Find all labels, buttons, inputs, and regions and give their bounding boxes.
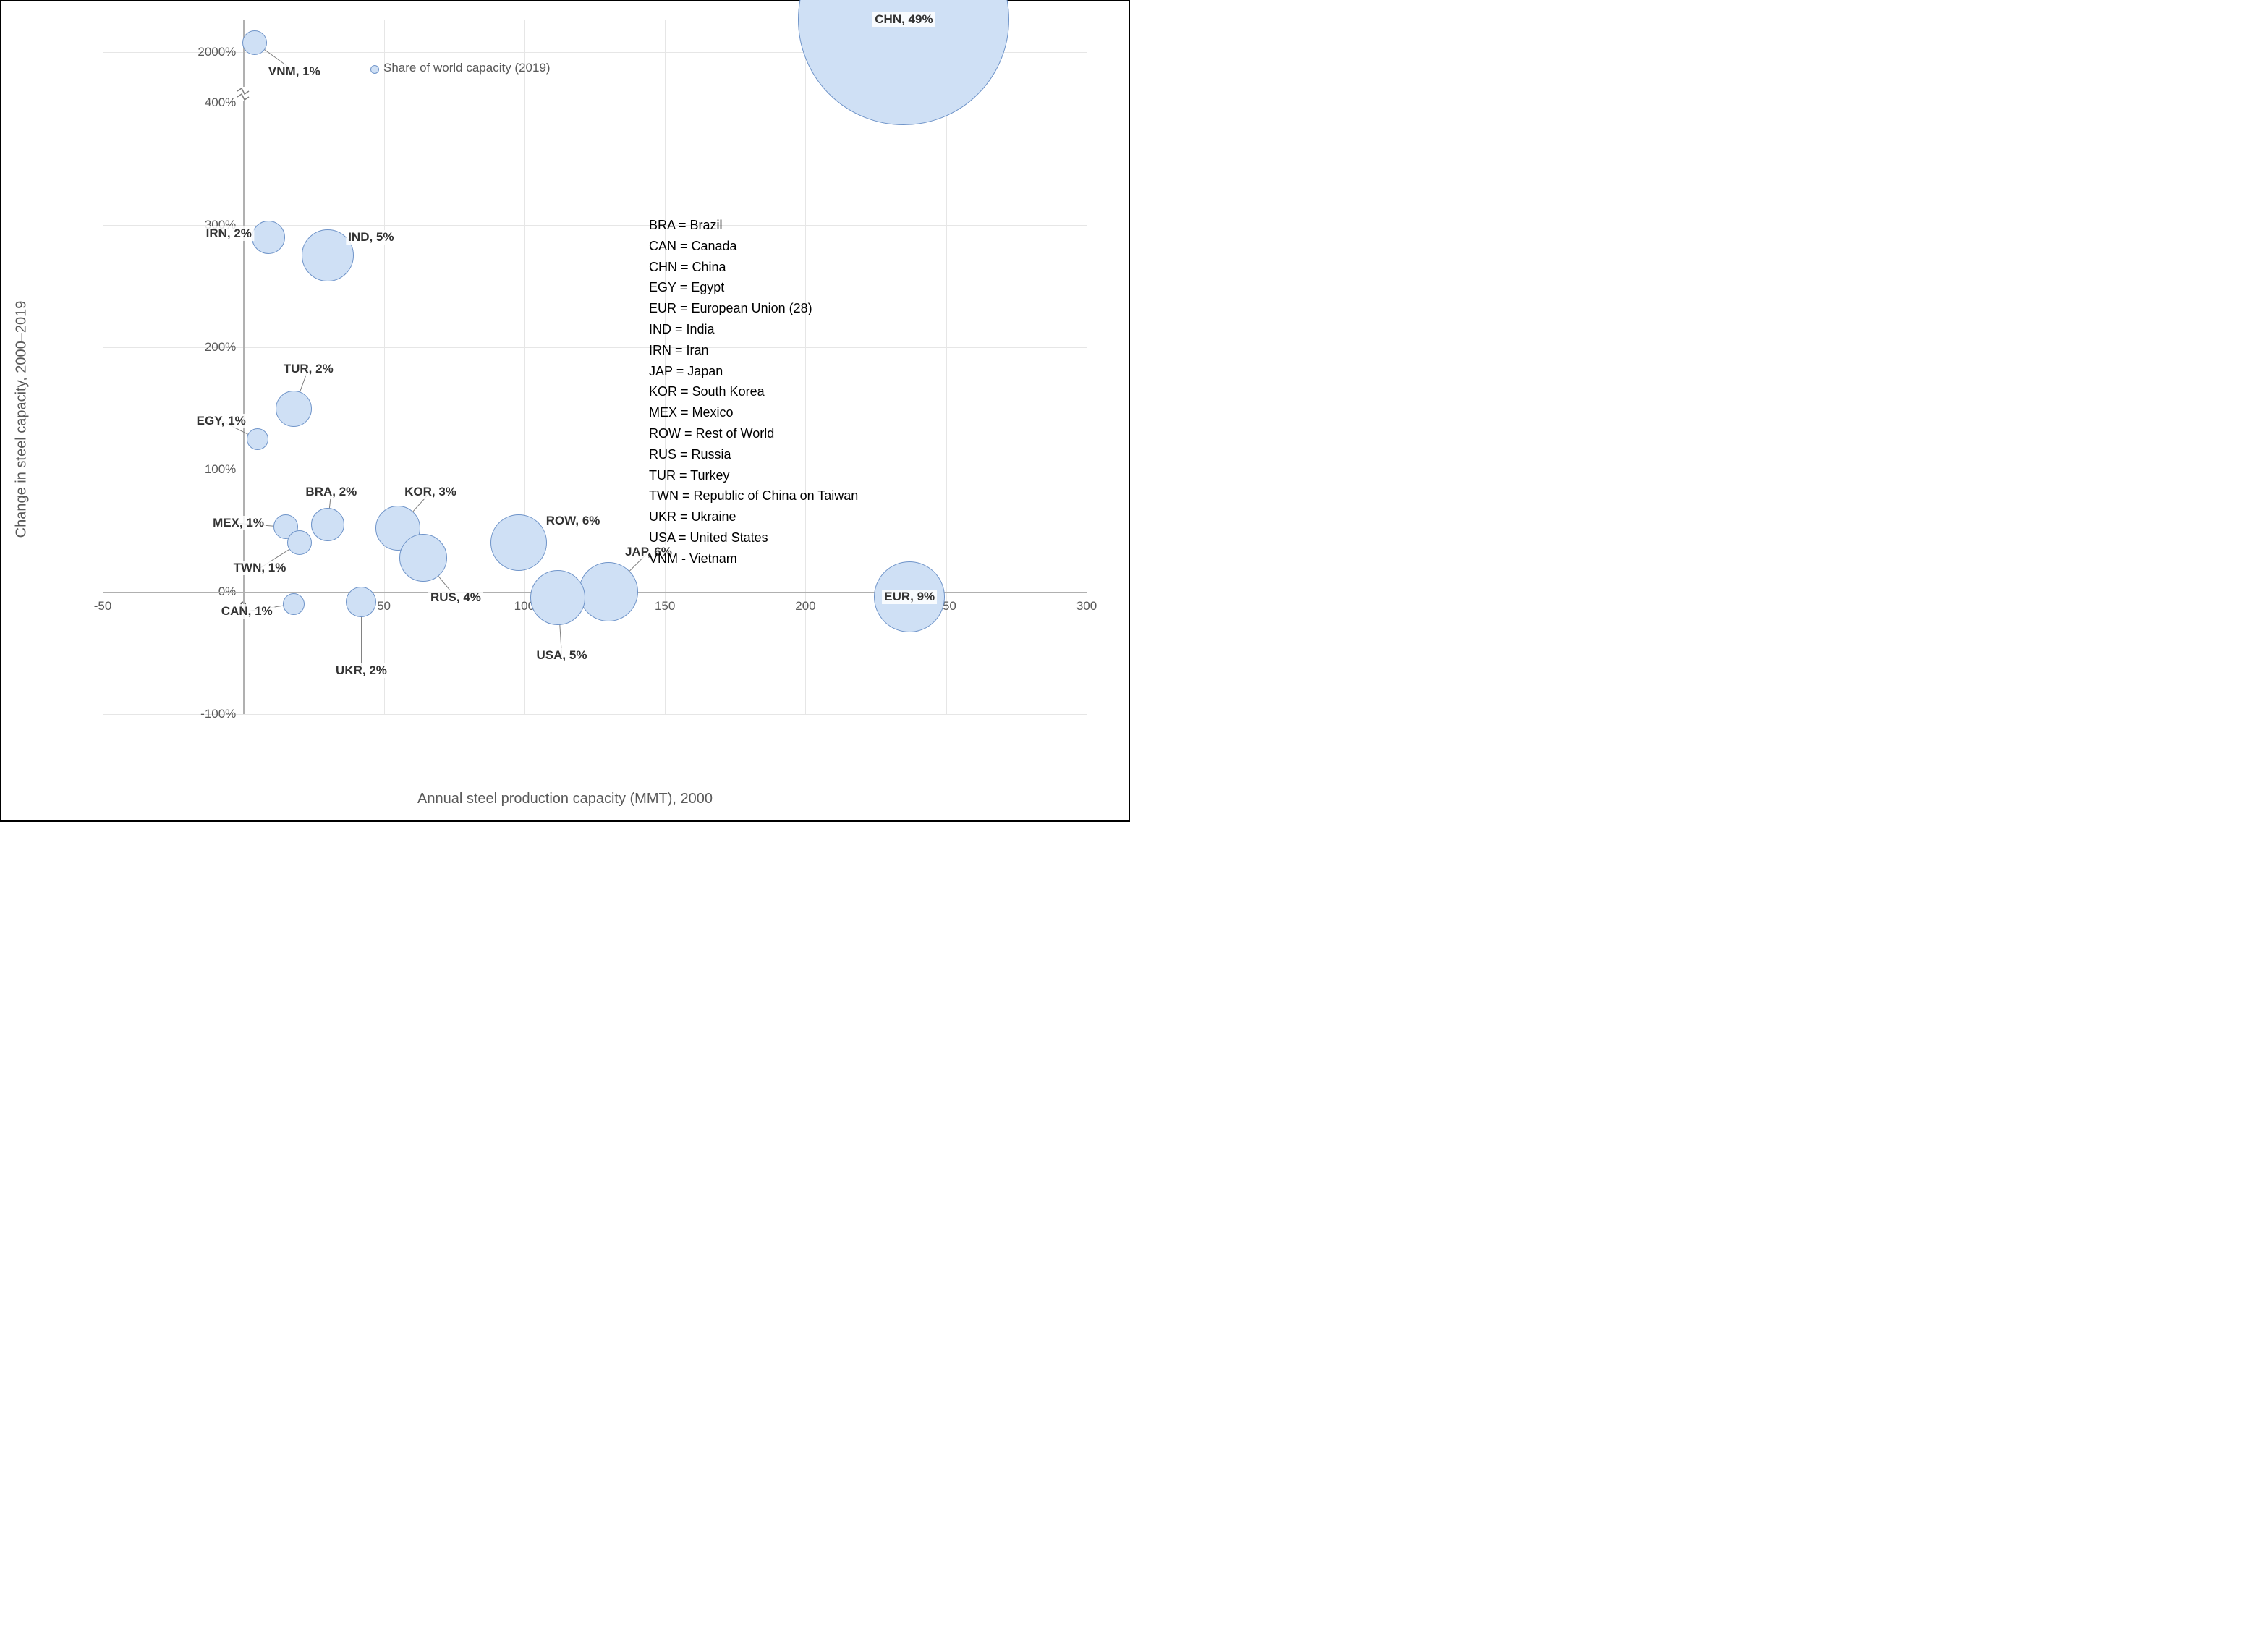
bubble-label-mex: MEX, 1% — [211, 516, 266, 530]
key-line: RUS = Russia — [649, 444, 858, 465]
bubble-label-bra: BRA, 2% — [303, 485, 359, 499]
bubble-irn — [252, 221, 285, 254]
x-tick-label: 200 — [795, 599, 815, 614]
bubble-label-kor: KOR, 3% — [402, 485, 459, 499]
bubble-label-egy: EGY, 1% — [195, 414, 248, 428]
key-line: KOR = South Korea — [649, 381, 858, 402]
bubble-label-ukr: UKR, 2% — [334, 663, 389, 678]
key-line: JAP = Japan — [649, 361, 858, 382]
x-tick-label: 50 — [377, 599, 391, 614]
key-line: IND = India — [649, 319, 858, 340]
bubble-can — [283, 593, 305, 615]
key-line: CHN = China — [649, 257, 858, 278]
key-line: TUR = Turkey — [649, 465, 858, 486]
bubble-label-can: CAN, 1% — [219, 604, 275, 619]
x-tick-label: 150 — [655, 599, 675, 614]
y-axis-title: Change in steel capacity, 2000–2019 — [14, 301, 30, 538]
bubble-label-tur: TUR, 2% — [281, 362, 336, 376]
key-line: VNM - Vietnam — [649, 548, 858, 569]
bubble-label-eur: EUR, 9% — [882, 590, 937, 604]
bubble-label-usa: USA, 5% — [535, 648, 590, 663]
key-line: TWN = Republic of China on Taiwan — [649, 485, 858, 506]
key-line: CAN = Canada — [649, 236, 858, 257]
bubble-rus — [399, 534, 447, 582]
key-line: EGY = Egypt — [649, 277, 858, 298]
x-tick-label: -50 — [94, 599, 112, 614]
bubble-jap — [579, 562, 638, 621]
key-line: ROW = Rest of World — [649, 423, 858, 444]
key-line: MEX = Mexico — [649, 402, 858, 423]
key-line: USA = United States — [649, 527, 858, 548]
bubble-egy — [247, 428, 268, 450]
y-tick-label: 2000% — [198, 45, 236, 59]
gridline-horizontal — [103, 714, 1087, 715]
y-tick-label: -100% — [200, 707, 236, 721]
key-line: BRA = Brazil — [649, 215, 858, 236]
axis-break-icon — [236, 87, 250, 101]
plot-area: -50050100150200250300-100%0%100%200%300%… — [103, 20, 1087, 714]
key-line: UKR = Ukraine — [649, 506, 858, 527]
bubble-label-vnm: VNM, 1% — [266, 64, 323, 79]
y-tick-label: 100% — [205, 462, 236, 477]
bubble-tur — [276, 391, 312, 427]
bubble-usa — [530, 570, 585, 625]
legend-label: Share of world capacity (2019) — [383, 61, 551, 75]
bubble-label-ind: IND, 5% — [346, 230, 396, 245]
bubble-bra — [311, 508, 344, 541]
y-tick-label: 200% — [205, 340, 236, 355]
gridline-horizontal — [103, 347, 1087, 348]
x-tick-label: 300 — [1076, 599, 1097, 614]
chart-frame: -50050100150200250300-100%0%100%200%300%… — [0, 0, 1130, 822]
bubble-label-irn: IRN, 2% — [204, 226, 254, 241]
country-key: BRA = BrazilCAN = CanadaCHN = ChinaEGY =… — [649, 215, 858, 569]
key-line: EUR = European Union (28) — [649, 298, 858, 319]
bubble-label-row: ROW, 6% — [544, 514, 603, 528]
key-line: IRN = Iran — [649, 340, 858, 361]
bubble-ukr — [346, 587, 376, 617]
bubble-label-twn: TWN, 1% — [232, 561, 289, 575]
bubble-twn — [287, 530, 312, 555]
bubble-label-chn: CHN, 49% — [872, 12, 935, 27]
x-axis-title: Annual steel production capacity (MMT), … — [417, 791, 713, 807]
legend-marker — [370, 65, 379, 74]
bubble-vnm — [242, 30, 267, 55]
y-tick-label: 400% — [205, 96, 236, 110]
gridline-horizontal — [103, 225, 1087, 226]
bubble-label-rus: RUS, 4% — [428, 590, 483, 605]
bubble-row — [490, 514, 547, 571]
